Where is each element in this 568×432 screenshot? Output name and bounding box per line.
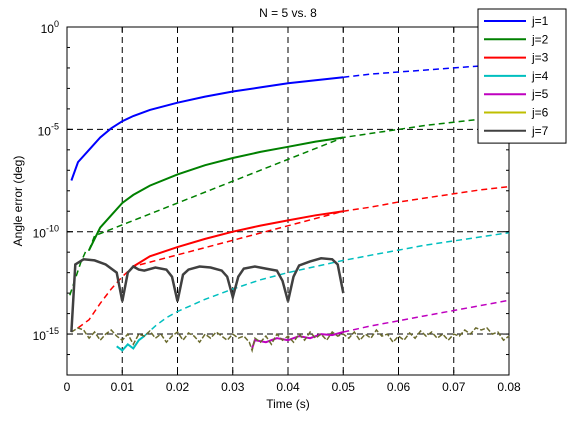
chart-title: N = 5 vs. 8 (259, 6, 317, 20)
series-j=1-solid (70, 76, 344, 181)
legend: j=1 j=2 j=3 j=4 j=5 j=6 j=7 (477, 8, 567, 144)
x-tick-label: 0.02 (166, 380, 190, 394)
legend-label-j=7: j=7 (531, 124, 549, 138)
x-tick-label: 0.04 (276, 380, 300, 394)
x-tick-label: 0.03 (221, 380, 245, 394)
x-ticks: 0 0.01 0.02 0.03 0.04 0.05 0.06 0.07 0.08 (64, 27, 521, 394)
legend-label-j=5: j=5 (531, 87, 549, 101)
legend-label-j=1: j=1 (531, 14, 549, 28)
series-j=7-solid-upper (70, 257, 345, 333)
series-j=7-solid (71, 327, 510, 354)
x-tick-label: 0.05 (332, 380, 356, 394)
x-tick-label: 0.01 (111, 380, 135, 394)
series-j=4-dashed (143, 231, 510, 337)
x-tick-label: 0.08 (497, 380, 521, 394)
y-tick-label: 10-5 (38, 121, 59, 138)
x-axis-label: Time (s) (266, 397, 310, 411)
y-tick-label: 100 (41, 19, 59, 36)
legend-label-j=6: j=6 (531, 106, 549, 120)
series-j=4-solid (116, 335, 145, 352)
series-j=2-solid (88, 136, 344, 251)
x-tick-label: 0.07 (442, 380, 466, 394)
x-tick-label: 0.06 (387, 380, 411, 394)
x-tick-label: 0 (64, 380, 71, 394)
series-j=3-solid (132, 210, 344, 268)
series-j=1-dashed (343, 63, 510, 78)
legend-label-j=3: j=3 (531, 51, 549, 65)
series-j=5-dashed (343, 299, 510, 333)
series-group (69, 63, 510, 354)
y-axis-label: Angle error (deg) (11, 156, 25, 247)
y-tick-label: 10-15 (33, 326, 59, 343)
y-ticks: 100 10-5 10-10 10-15 (33, 19, 509, 376)
legend-label-j=2: j=2 (531, 32, 549, 46)
legend-label-j=4: j=4 (531, 69, 549, 83)
y-tick-label: 10-10 (33, 224, 59, 241)
